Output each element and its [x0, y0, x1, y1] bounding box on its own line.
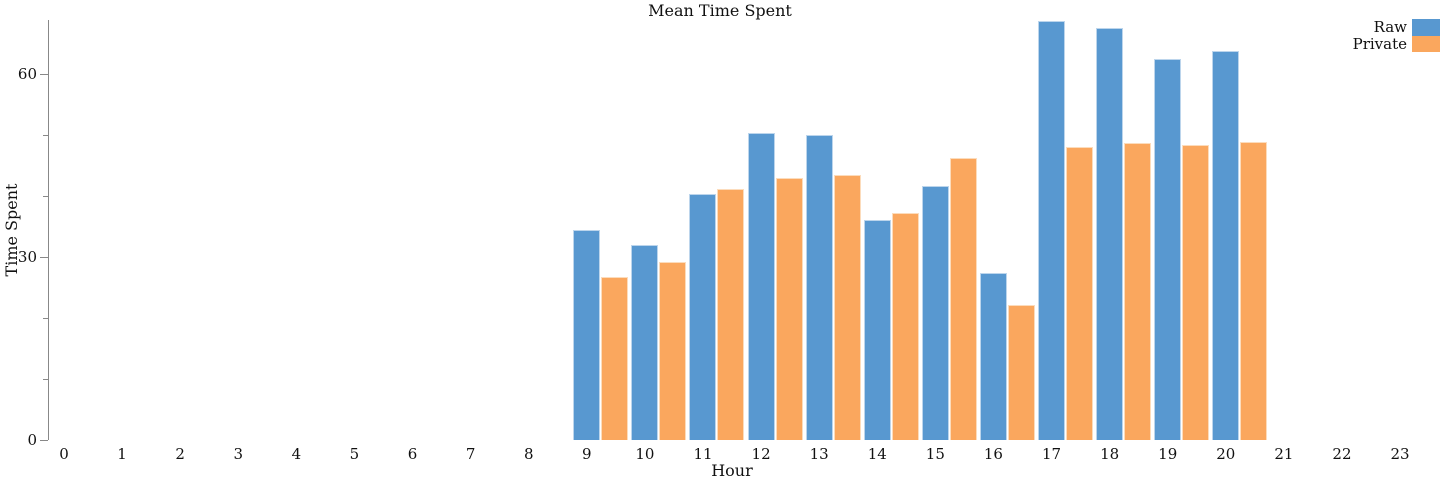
- x-tick-label-17: 17: [1041, 445, 1062, 463]
- x-tick-label-13: 13: [809, 445, 829, 463]
- bar-private-hour-14: [891, 213, 919, 440]
- x-axis-label: Hour: [711, 461, 753, 480]
- bar-raw-hour-11: [689, 194, 717, 440]
- bar-private-hour-18: [1124, 142, 1152, 440]
- chart-title: Mean Time Spent: [648, 1, 792, 20]
- y-minor-tick-mark-40: [43, 196, 48, 198]
- x-tick-label-16: 16: [983, 445, 1003, 463]
- legend-swatch-raw: [1412, 19, 1440, 36]
- x-tick-label-23: 23: [1390, 445, 1410, 463]
- y-minor-tick-mark-50: [43, 135, 48, 137]
- y-tick-mark-60: [40, 74, 48, 76]
- bar-raw-hour-15: [921, 185, 949, 440]
- bar-raw-hour-20: [1212, 50, 1240, 440]
- x-tick-label-8: 8: [523, 445, 534, 463]
- bar-raw-hour-17: [1038, 20, 1066, 440]
- y-tick-mark-0: [40, 440, 48, 442]
- x-tick-label-12: 12: [751, 445, 771, 463]
- bar-private-hour-20: [1240, 141, 1268, 440]
- legend-item-raw: Raw: [1353, 19, 1440, 36]
- y-minor-tick-mark-20: [43, 318, 48, 320]
- x-tick-label-5: 5: [349, 445, 360, 463]
- bar-private-hour-13: [833, 174, 861, 440]
- x-tick-label-20: 20: [1216, 445, 1236, 463]
- y-tick-label-30: 30: [17, 248, 37, 266]
- legend-label-raw: Raw: [1373, 18, 1407, 37]
- y-tick-mark-30: [40, 257, 48, 259]
- legend: Raw Private: [1353, 19, 1440, 52]
- x-tick-label-6: 6: [407, 445, 418, 463]
- x-tick-label-9: 9: [582, 445, 592, 463]
- legend-swatch-private: [1412, 35, 1440, 52]
- bar-raw-hour-13: [805, 135, 833, 440]
- bar-raw-hour-18: [1096, 28, 1124, 440]
- x-tick-label-14: 14: [867, 445, 887, 463]
- x-tick-label-4: 4: [291, 445, 302, 463]
- y-tick-label-0: 0: [27, 431, 37, 449]
- bar-raw-hour-16: [979, 273, 1007, 440]
- x-tick-label-18: 18: [1100, 445, 1120, 463]
- x-tick-label-1: 1: [117, 445, 127, 463]
- x-tick-label-7: 7: [465, 445, 476, 463]
- bar-private-hour-10: [659, 261, 687, 440]
- x-tick-label-22: 22: [1332, 445, 1352, 463]
- bar-raw-hour-14: [863, 220, 891, 440]
- bar-private-hour-9: [601, 277, 629, 440]
- bar-raw-hour-9: [573, 230, 601, 440]
- x-tick-label-3: 3: [233, 445, 244, 463]
- x-tick-label-0: 0: [59, 445, 69, 463]
- y-tick-label-60: 60: [17, 65, 37, 83]
- x-tick-label-19: 19: [1158, 445, 1178, 463]
- bar-private-hour-15: [949, 158, 977, 440]
- bar-raw-hour-12: [747, 132, 775, 440]
- bar-private-hour-19: [1182, 145, 1210, 440]
- legend-item-private: Private: [1352, 34, 1440, 53]
- x-tick-label-10: 10: [635, 445, 655, 463]
- x-tick-label-15: 15: [925, 445, 945, 463]
- y-axis-line: [48, 20, 50, 440]
- bar-raw-hour-19: [1154, 58, 1182, 440]
- y-minor-tick-mark-10: [43, 379, 48, 381]
- bar-private-hour-16: [1007, 304, 1035, 440]
- x-tick-label-21: 21: [1274, 445, 1294, 463]
- bar-raw-hour-10: [631, 244, 659, 440]
- x-tick-label-11: 11: [693, 445, 713, 463]
- bar-private-hour-12: [775, 178, 803, 440]
- x-tick-label-2: 2: [175, 445, 185, 463]
- y-axis-label: Time Spent: [2, 183, 21, 277]
- legend-label-private: Private: [1352, 34, 1407, 53]
- bar-private-hour-11: [717, 189, 745, 440]
- bar-private-hour-17: [1066, 147, 1094, 440]
